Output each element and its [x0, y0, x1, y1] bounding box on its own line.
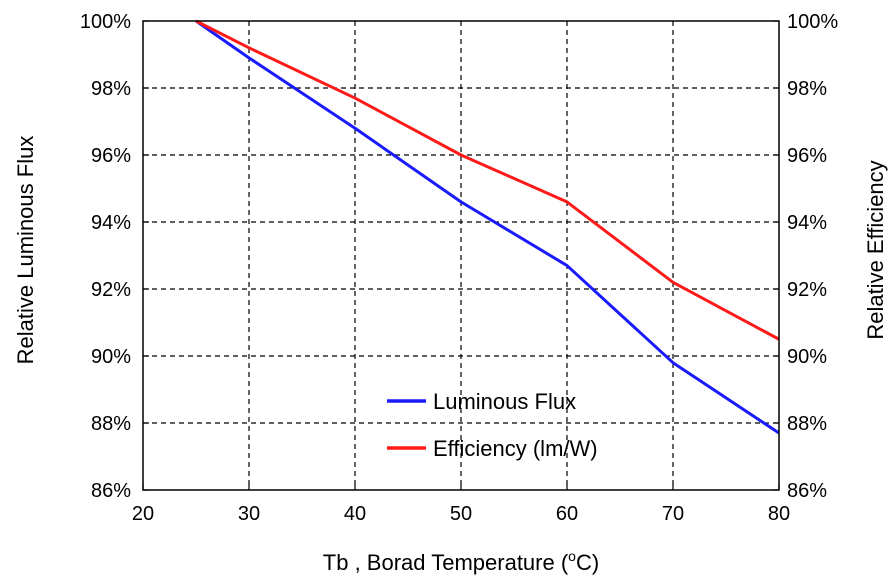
legend-label: Luminous Flux: [433, 389, 576, 414]
y2-tick-label: 92%: [787, 279, 827, 301]
x-tick-label: 20: [132, 503, 154, 525]
y2-tick-label: 98%: [787, 78, 827, 100]
y2-tick-label: 86%: [787, 480, 827, 502]
x-tick-label: 40: [344, 503, 366, 525]
y-tick-label: 90%: [91, 346, 131, 368]
y-tick-label: 98%: [91, 78, 131, 100]
y2-tick-label: 94%: [787, 212, 827, 234]
x-axis-label-unit: C): [576, 550, 599, 575]
y-tick-label: 92%: [91, 279, 131, 301]
x-tick-label: 60: [556, 503, 578, 525]
y2-tick-label: 88%: [787, 413, 827, 435]
x-tick-label: 80: [768, 503, 790, 525]
y-axis-label: Relative Luminous Flux: [13, 136, 38, 365]
x-axis-label-degree: o: [568, 548, 576, 564]
y2-tick-label: 90%: [787, 346, 827, 368]
y2-axis-label: Relative Efficiency: [863, 160, 888, 339]
series-line-efficiency-lm-w: [195, 19, 780, 341]
legend-label: Efficiency (lm/W): [433, 436, 598, 461]
series-line-luminous-flux: [195, 19, 780, 435]
y2-tick-label: 96%: [787, 145, 827, 167]
grid-layer: [143, 21, 779, 490]
y-tick-label: 96%: [91, 145, 131, 167]
x-axis-label: Tb , Borad Temperature (oC): [323, 548, 599, 575]
y2-tick-label: 100%: [787, 11, 838, 33]
series-layer: [195, 19, 780, 435]
y-tick-label: 94%: [91, 212, 131, 234]
x-tick-label: 70: [662, 503, 684, 525]
x-tick-label: 30: [238, 503, 260, 525]
tick-layer: 20 30 40 50 60 70 8086%88%90%92%94%96%98%100%8…: [80, 11, 839, 525]
y-tick-label: 88%: [91, 413, 131, 435]
x-axis-label-main: Tb , Borad Temperature (: [323, 550, 569, 575]
y-tick-label: 100%: [80, 11, 131, 33]
legend: Luminous Flux Efficiency (lm/W): [387, 389, 598, 461]
x-tick-label: 50: [450, 503, 472, 525]
y-tick-label: 86%: [91, 480, 131, 502]
